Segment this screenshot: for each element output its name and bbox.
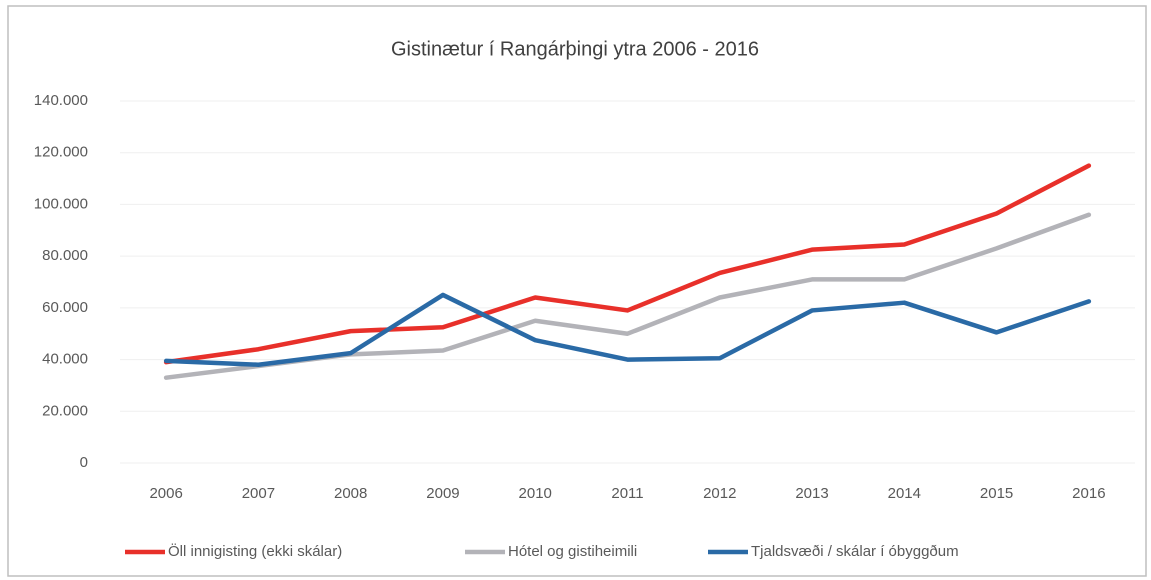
y-tick-label: 100.000: [34, 195, 88, 212]
x-tick-label: 2012: [703, 485, 736, 502]
legend-label: Öll innigisting (ekki skálar): [168, 542, 342, 560]
x-tick-label: 2006: [149, 485, 182, 502]
y-tick-label: 20.000: [42, 402, 88, 419]
x-tick-label: 2007: [242, 485, 275, 502]
chart-title: Gistinætur í Rangárþingi ytra 2006 - 201…: [391, 38, 759, 60]
x-tick-label: 2010: [519, 485, 552, 502]
x-tick-label: 2014: [888, 485, 921, 502]
series-line: [163, 163, 1092, 365]
y-tick-label: 40.000: [42, 351, 88, 368]
y-tick-label: 140.000: [34, 92, 88, 109]
legend-label: Tjaldsvæði / skálar í óbyggðum: [751, 543, 959, 560]
y-tick-label: 0: [80, 454, 88, 471]
x-tick-label: 2016: [1072, 485, 1105, 502]
legend-label: Hótel og gistiheimili: [508, 543, 637, 560]
x-tick-label: 2013: [795, 485, 828, 502]
y-tick-label: 80.000: [42, 247, 88, 264]
y-tick-label: 60.000: [42, 299, 88, 316]
x-tick-label: 2015: [980, 485, 1013, 502]
x-tick-label: 2011: [611, 485, 643, 502]
x-tick-label: 2009: [426, 485, 459, 502]
y-tick-label: 120.000: [34, 144, 88, 161]
x-tick-label: 2008: [334, 485, 367, 502]
series-line: [163, 292, 1092, 367]
